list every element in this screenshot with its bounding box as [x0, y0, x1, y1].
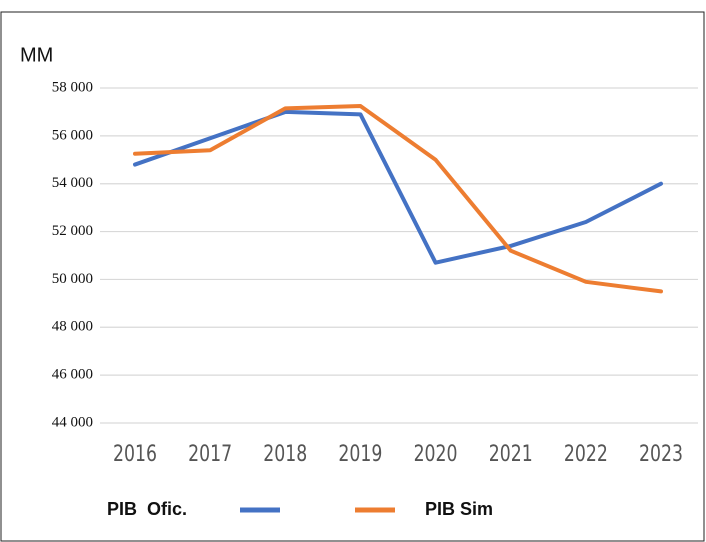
series-line	[133, 109, 663, 265]
legend-label: PIB Ofic.	[107, 499, 187, 519]
legend-label: PIB Sim	[425, 499, 493, 519]
series-line	[133, 103, 663, 294]
x-tick-label: 2022	[564, 442, 608, 467]
x-tick-label: 2019	[338, 442, 382, 467]
x-tick-label: 2020	[414, 442, 458, 467]
y-tick-label: 56 000	[52, 127, 93, 143]
y-tick-label: 52 000	[52, 223, 93, 239]
frame	[0, 11, 705, 542]
y-tick-label: 50 000	[52, 271, 93, 287]
y-tick-label: 54 000	[52, 175, 93, 191]
y-tick-label: 44 000	[52, 414, 93, 430]
x-tick-label: 2018	[263, 442, 307, 467]
x-tick-label: 2017	[188, 442, 232, 467]
y-tick-label: 46 000	[52, 367, 93, 383]
y-tick-label: 58 000	[52, 79, 93, 95]
x-tick-label: 2016	[113, 442, 157, 467]
x-tick-label: 2023	[639, 442, 683, 467]
x-tick-label: 2021	[489, 442, 533, 467]
y-tick-label: 48 000	[52, 319, 93, 335]
y-axis-unit: MM	[20, 44, 53, 66]
